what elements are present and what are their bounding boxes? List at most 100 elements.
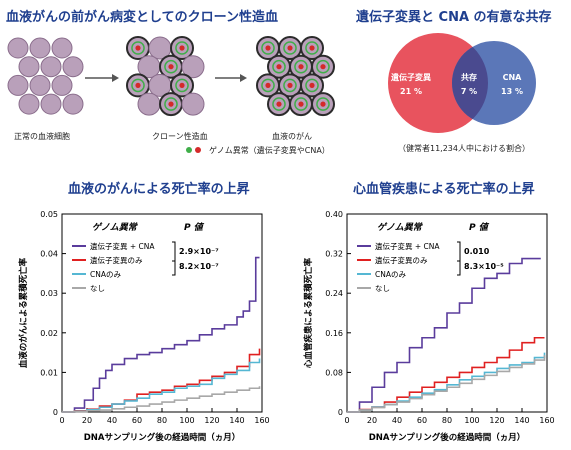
x-axis-label: DNAサンプリング後の経過時間（ヵ月） — [369, 432, 526, 443]
genome-abnormality-marker — [265, 82, 271, 88]
genome-abnormality-ring — [131, 78, 145, 93]
cardiovascular-mortality-chart: 0 20 40 60 80 100 120 140 160 0 0.08 0.16 0.24 0.32 0.… — [303, 210, 555, 443]
series-line — [62, 386, 261, 413]
genome-abnormality-marker — [309, 45, 315, 51]
cancer-cells-group — [256, 36, 335, 117]
genome-abnormality-marker — [168, 64, 174, 70]
genome-abnormality-ring — [316, 59, 330, 74]
genome-abnormality-marker — [320, 101, 326, 107]
p-value-header: P 値 — [184, 222, 205, 233]
genome-abnormality-marker — [298, 101, 304, 107]
clonal-hematopoiesis-label: クローン性造血 — [152, 132, 208, 141]
p-value-label: 2.9×10⁻⁷ — [179, 247, 219, 256]
series-line — [62, 358, 261, 413]
y-tick-label: 0.03 — [40, 289, 58, 298]
normal-cells-group — [7, 37, 84, 115]
x-tick-label: 20 — [367, 416, 377, 425]
x-tick-label: 60 — [417, 416, 427, 425]
series-line — [347, 257, 541, 413]
x-tick-label: 140 — [514, 416, 529, 425]
x-tick-label: 140 — [229, 416, 244, 425]
genome-abnormality-ring — [272, 97, 286, 111]
top-left-title: 血液がんの前がん病変としてのクローン性造血 — [6, 10, 278, 25]
y-tick-label: 0.16 — [325, 329, 343, 338]
genome-abnormality-ring — [294, 59, 308, 74]
x-tick-label: 80 — [157, 416, 167, 425]
top-right-title: 遺伝子変異と CNA の有意な共存 — [356, 10, 552, 25]
chart-right-title: 心血管疾患による死亡率の上昇 — [353, 182, 535, 197]
genome-abnormality-marker — [179, 82, 185, 88]
blood-cell — [181, 55, 205, 79]
blood-cell — [51, 74, 73, 96]
genome-abnormality-marker — [135, 45, 141, 51]
legend-header: ゲノム異常 — [92, 222, 139, 233]
x-tick-label: 100 — [179, 416, 194, 425]
y-tick-label: 0.04 — [40, 250, 58, 259]
genome-abnormality-marker — [287, 82, 293, 88]
legend-header: ゲノム異常 — [377, 222, 424, 233]
y-tick-label: 0.32 — [325, 250, 343, 259]
y-tick-label: 0.24 — [325, 289, 343, 298]
clonal-cells-group — [126, 36, 205, 117]
x-tick-label: 160 — [539, 416, 554, 425]
blood-cell — [62, 56, 84, 78]
y-tick-label: 0.02 — [40, 329, 58, 338]
genome-abnormality-ring — [131, 41, 145, 55]
y-axis-label: 血液のがんによる累積死亡率 — [18, 257, 29, 368]
blood-cell — [40, 56, 62, 78]
blood-cancer-mortality-chart: 0 20 40 60 80 100 120 140 160 0 0.01 0.02 0.03 0.04 0.… — [18, 210, 270, 443]
legend-label: 遺伝子変異のみ — [90, 255, 143, 265]
legend-label: CNAのみ — [90, 270, 121, 279]
x-tick-label: 60 — [132, 416, 142, 425]
genome-abnormality-marker — [276, 64, 282, 70]
p-value-label: 8.3×10⁻⁵ — [464, 262, 504, 271]
series-line — [347, 355, 546, 413]
p-value-label: 8.2×10⁻⁷ — [179, 262, 219, 271]
legend-label: なし — [375, 284, 390, 293]
y-tick-label: 0.01 — [40, 368, 58, 377]
blood-cell — [181, 92, 205, 116]
venn-cna-label: CNA — [503, 73, 523, 82]
legend-label: 遺伝子変異 + CNA — [90, 241, 155, 251]
x-tick-label: 120 — [489, 416, 504, 425]
genome-abnormality-marker — [168, 101, 174, 107]
genome-abnormality-ring — [283, 41, 297, 55]
genome-abnormality-ring — [305, 41, 319, 55]
venn-mutation-pct: 21 % — [400, 87, 422, 96]
x-tick-label: 20 — [82, 416, 92, 425]
clonal-hematopoiesis-diagram — [7, 36, 335, 117]
x-tick-label: 0 — [344, 416, 349, 425]
p-value-bracket — [457, 241, 461, 262]
p-value-bracket — [172, 261, 176, 276]
x-tick-label: 40 — [392, 416, 402, 425]
genome-abnormality-marker — [135, 82, 141, 88]
chart-left-title: 血液のがんによる死亡率の上昇 — [68, 182, 250, 197]
blood-cell — [7, 37, 29, 59]
blood-cell — [51, 37, 73, 59]
genome-abnormality-ring — [164, 59, 178, 74]
x-tick-label: 0 — [59, 416, 64, 425]
genome-abnormality-marker — [265, 45, 271, 51]
p-value-bracket — [457, 261, 461, 276]
legend-label: CNAのみ — [375, 270, 406, 279]
blood-cell — [137, 92, 161, 116]
genome-abnormality-marker — [276, 101, 282, 107]
venn-overlap — [452, 41, 488, 125]
genome-abnormality-marker — [179, 45, 185, 51]
series-line — [62, 348, 261, 413]
genome-abnormality-ring — [175, 41, 189, 55]
y-tick-label: 0.40 — [325, 210, 343, 219]
genome-abnormality-marker-icon — [186, 147, 201, 153]
genome-abnormality-ring — [316, 97, 330, 111]
genome-abnormality-ring — [272, 59, 286, 74]
p-value-label: 0.010 — [464, 247, 490, 256]
blood-cell — [40, 93, 62, 115]
venn-diagram: 遺伝子変異 21 % 共存 7 % CNA 13 % — [388, 33, 536, 133]
legend-label: 遺伝子変異のみ — [375, 255, 428, 265]
genome-abnormality-legend-label: ゲノム異常（遺伝子変異やCNA） — [209, 146, 330, 155]
genome-abnormality-marker — [298, 64, 304, 70]
genome-abnormality-ring — [175, 78, 189, 93]
venn-subtitle: （健常者11,234人中における割合） — [398, 144, 530, 153]
blood-cancer-label: 血液のがん — [272, 132, 312, 141]
y-axis-label: 心血管疾患による累積死亡率 — [303, 257, 314, 368]
